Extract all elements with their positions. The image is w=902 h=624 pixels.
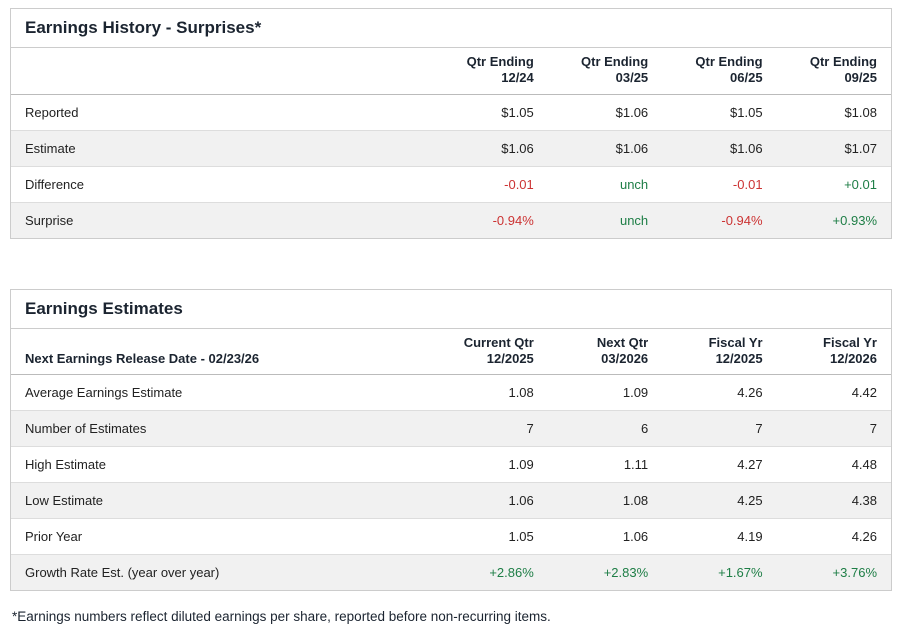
header-spacer — [11, 48, 434, 95]
col-header-line2: 12/2025 — [715, 350, 763, 366]
cell-avg-3: 4.26 — [737, 385, 763, 400]
cell-difference-3: -0.01 — [662, 165, 777, 202]
cell-high-2: 1.11 — [547, 446, 663, 483]
cell-avg-2: 1.09 — [622, 385, 649, 400]
row-label: Difference — [11, 165, 434, 202]
table-row-surprise: Surprise -0.94% unch -0.94% +0.93% — [11, 201, 891, 238]
cell-surprise-1: -0.94% — [433, 201, 548, 238]
cell-avg-1: 1.08 — [508, 385, 534, 400]
cell-high-1: 1.09 — [433, 446, 548, 483]
table-row-number-of-estimates: Number of Estimates 7 6 7 7 — [11, 410, 891, 447]
col-header-line1: Fiscal Yr — [708, 334, 763, 350]
cell-surprise-3: -0.94% — [662, 201, 777, 238]
table-row-difference: Difference -0.01 unch -0.01 +0.01 — [11, 165, 891, 202]
earnings-history-title: Earnings History - Surprises* — [11, 9, 891, 48]
col-header-next-qtr: Next Qtr 03/2026 — [547, 328, 663, 375]
cell-num-4: 7 — [776, 410, 891, 447]
col-header-line1: Qtr Ending — [695, 54, 763, 69]
col-header-line1: Next Qtr — [596, 334, 649, 350]
earnings-estimates-header-row: Next Earnings Release Date - 02/23/26 Cu… — [11, 328, 891, 375]
cell-prior-2: 1.06 — [547, 518, 663, 555]
cell-high-4: 4.48 — [776, 446, 891, 483]
cell-surprise-4: +0.93% — [776, 201, 891, 238]
row-label: Average Earnings Estimate — [25, 385, 183, 400]
table-row-prior-year: Prior Year 1.05 1.06 4.19 4.26 — [11, 518, 891, 555]
col-header-line1: Qtr Ending — [466, 54, 534, 69]
row-label: Surprise — [11, 201, 434, 238]
row-label: Estimate — [11, 129, 434, 166]
cell-surprise-2: unch — [547, 201, 663, 238]
cell-num-3: 7 — [662, 410, 777, 447]
cell-growth-1: +2.86% — [433, 554, 548, 590]
cell-growth-2: +2.83% — [547, 554, 663, 590]
earnings-estimates-section: Earnings Estimates Next Earnings Release… — [10, 288, 892, 591]
earnings-page: Earnings History - Surprises* Qtr Ending… — [10, 8, 892, 624]
cell-difference-1: -0.01 — [433, 165, 548, 202]
earnings-estimates-table: Next Earnings Release Date - 02/23/26 Cu… — [11, 328, 891, 590]
cell-reported-3: $1.05 — [730, 104, 763, 120]
cell-estimate-1: $1.06 — [433, 129, 548, 166]
col-header-qtr-2: Qtr Ending 03/25 — [547, 48, 663, 95]
cell-difference-4: +0.01 — [776, 165, 891, 202]
cell-prior-3: 4.19 — [662, 518, 777, 555]
cell-avg-4: 4.42 — [851, 385, 877, 400]
earnings-history-section: Earnings History - Surprises* Qtr Ending… — [10, 8, 892, 239]
cell-estimate-3: $1.06 — [662, 129, 777, 166]
row-label: Reported — [25, 104, 79, 120]
cell-growth-4: +3.76% — [776, 554, 891, 590]
cell-reported-1: $1.05 — [501, 104, 534, 120]
col-header-line1: Current Qtr — [463, 334, 534, 350]
cell-num-2: 6 — [547, 410, 663, 447]
col-header-qtr-4: Qtr Ending 09/25 — [776, 48, 891, 95]
row-label: Number of Estimates — [11, 410, 434, 447]
col-header-qtr-1: Qtr Ending 12/24 — [433, 48, 548, 95]
earnings-history-header-row: Qtr Ending 12/24 Qtr Ending 03/25 Qtr En… — [11, 48, 891, 95]
table-row-estimate: Estimate $1.06 $1.06 $1.06 $1.07 — [11, 129, 891, 166]
col-header-line2: 12/24 — [501, 70, 534, 86]
col-header-qtr-3: Qtr Ending 06/25 — [662, 48, 777, 95]
col-header-line1: Fiscal Yr — [823, 334, 877, 350]
cell-high-3: 4.27 — [662, 446, 777, 483]
table-row-growth-rate: Growth Rate Est. (year over year) +2.86%… — [11, 554, 891, 590]
cell-reported-2: $1.06 — [615, 104, 649, 120]
earnings-history-table: Qtr Ending 12/24 Qtr Ending 03/25 Qtr En… — [11, 48, 891, 238]
col-header-line2: 03/2026 — [601, 350, 649, 366]
cell-growth-3: +1.67% — [662, 554, 777, 590]
col-header-fiscal-yr-2: Fiscal Yr 12/2026 — [776, 328, 891, 375]
cell-estimate-2: $1.06 — [547, 129, 663, 166]
col-header-line1: Qtr Ending — [581, 54, 649, 69]
earnings-footnote: *Earnings numbers reflect diluted earnin… — [12, 609, 551, 624]
table-row-high-estimate: High Estimate 1.09 1.11 4.27 4.48 — [11, 446, 891, 483]
table-row-average-earnings-estimate: Average Earnings Estimate 1.08 1.09 4.26… — [11, 375, 891, 411]
table-row-reported: Reported $1.05 $1.06 $1.05 $1.08 — [11, 94, 891, 130]
col-header-line2: 06/25 — [730, 70, 763, 86]
col-header-line2: 09/25 — [844, 70, 877, 86]
cell-reported-4: $1.08 — [844, 104, 877, 120]
cell-difference-2: unch — [547, 165, 663, 202]
row-label: Low Estimate — [11, 482, 434, 519]
cell-estimate-4: $1.07 — [776, 129, 891, 166]
table-row-low-estimate: Low Estimate 1.06 1.08 4.25 4.38 — [11, 482, 891, 519]
col-header-line2: 12/2025 — [486, 350, 534, 366]
row-label: Prior Year — [11, 518, 434, 555]
cell-num-1: 7 — [433, 410, 548, 447]
col-header-line2: 12/2026 — [830, 350, 877, 366]
cell-low-2: 1.08 — [547, 482, 663, 519]
cell-prior-4: 4.26 — [776, 518, 891, 555]
next-earnings-release-date: Next Earnings Release Date - 02/23/26 — [11, 328, 434, 375]
cell-low-3: 4.25 — [662, 482, 777, 519]
col-header-line1: Qtr Ending — [809, 54, 877, 69]
row-label: High Estimate — [11, 446, 434, 483]
col-header-current-qtr: Current Qtr 12/2025 — [433, 328, 548, 375]
col-header-fiscal-yr-1: Fiscal Yr 12/2025 — [662, 328, 777, 375]
cell-low-1: 1.06 — [433, 482, 548, 519]
earnings-estimates-title: Earnings Estimates — [11, 290, 891, 329]
cell-prior-1: 1.05 — [433, 518, 548, 555]
section-gap — [10, 247, 892, 289]
cell-low-4: 4.38 — [776, 482, 891, 519]
col-header-line2: 03/25 — [615, 70, 649, 86]
row-label: Growth Rate Est. (year over year) — [11, 554, 434, 590]
